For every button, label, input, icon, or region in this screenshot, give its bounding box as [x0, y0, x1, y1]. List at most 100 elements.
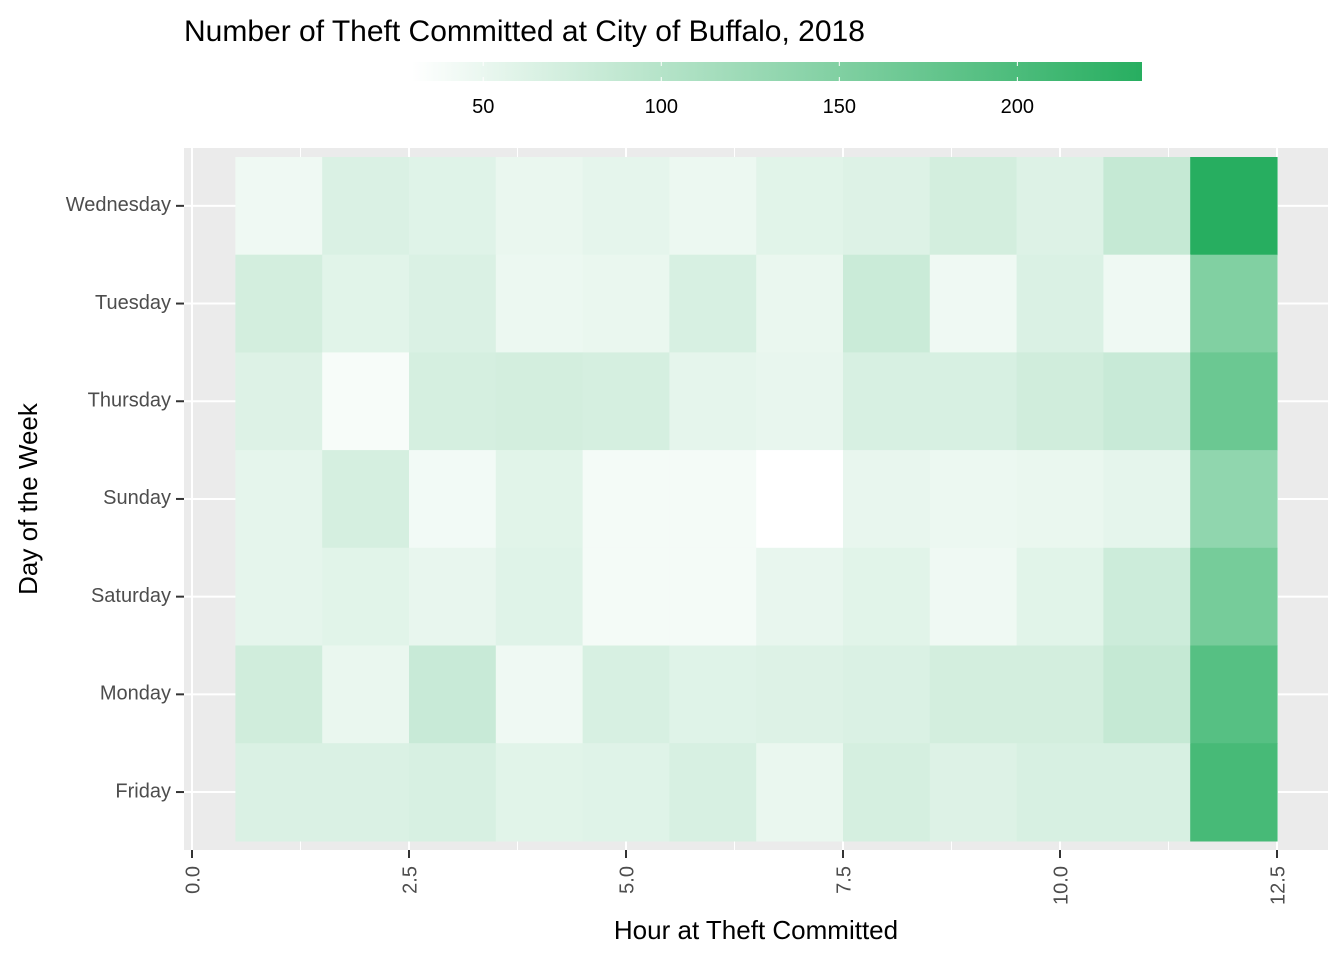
heatmap-cell: [495, 645, 584, 744]
y-tick-label: Friday: [115, 780, 171, 802]
heatmap-cell: [756, 645, 844, 744]
heatmap-cell: [1190, 450, 1278, 549]
heatmap-cell: [235, 254, 323, 353]
heatmap-cell: [843, 450, 931, 549]
heatmap-cell: [409, 645, 497, 744]
legend-label: 150: [823, 96, 856, 118]
heatmap-cell: [1190, 254, 1278, 353]
x-tick-label: 12.5: [1267, 866, 1289, 905]
heatmap-cell: [582, 450, 670, 549]
heatmap-cell: [843, 352, 931, 451]
heatmap-cell: [1190, 645, 1278, 744]
y-tick-label: Thursday: [88, 390, 171, 412]
heatmap-cell: [495, 157, 584, 256]
heatmap-cell: [1103, 450, 1191, 549]
heatmap-cell: [756, 547, 844, 647]
heatmap-cell: [235, 743, 323, 842]
heatmap-cell: [235, 547, 323, 647]
heatmap-cell: [929, 352, 1018, 451]
heatmap-cell: [843, 645, 931, 744]
heatmap-cells: [235, 157, 1278, 842]
heatmap-cell: [929, 645, 1018, 744]
heatmap-cell: [1103, 547, 1191, 647]
heatmap-cell: [756, 450, 844, 549]
heatmap-cell: [1103, 254, 1191, 353]
heatmap-cell: [1016, 352, 1104, 451]
heatmap-cell: [235, 450, 323, 549]
heatmap-cell: [669, 547, 757, 647]
heatmap-cell: [582, 254, 670, 353]
y-tick-label: Saturday: [91, 585, 171, 607]
x-tick-label: 5.0: [616, 866, 638, 894]
heatmap-cell: [1016, 254, 1104, 353]
heatmap-cell: [1016, 157, 1104, 256]
heatmap-cell: [1190, 157, 1278, 256]
y-axis-title: Day of the Week: [13, 402, 43, 595]
heatmap-cell: [495, 743, 584, 842]
y-tick-label: Wednesday: [66, 194, 171, 216]
legend-label: 100: [645, 96, 678, 118]
x-axis: 0.0 2.5 5.0 7.5 10.0 12.5: [182, 850, 1289, 905]
chart-title: Number of Theft Committed at City of Buf…: [184, 15, 865, 48]
heatmap-cell: [495, 254, 584, 353]
heatmap-cell: [409, 547, 497, 647]
x-tick-label: 7.5: [833, 866, 855, 894]
heatmap-cell: [1016, 645, 1104, 744]
heatmap-cell: [1190, 743, 1278, 842]
heatmap-cell: [929, 254, 1018, 353]
heatmap-cell: [669, 157, 757, 256]
x-tick-label: 0.0: [182, 866, 204, 894]
heatmap-cell: [669, 743, 757, 842]
color-legend: 50 100 150 200: [412, 62, 1142, 118]
heatmap-cell: [322, 645, 410, 744]
heatmap-cell: [929, 157, 1018, 256]
heatmap-cell: [756, 254, 844, 353]
heatmap-cell: [582, 743, 670, 842]
heatmap-cell: [409, 254, 497, 353]
heatmap-cell: [235, 352, 323, 451]
heatmap-cell: [669, 450, 757, 549]
heatmap-cell: [322, 254, 410, 353]
heatmap-cell: [322, 157, 410, 256]
heatmap-cell: [1103, 157, 1191, 256]
heatmap-cell: [756, 157, 844, 256]
legend-label: 50: [472, 96, 494, 118]
heatmap-cell: [235, 645, 323, 744]
heatmap-cell: [582, 352, 670, 451]
heatmap-cell: [843, 743, 931, 842]
heatmap-cell: [669, 645, 757, 744]
legend-label: 200: [1001, 96, 1034, 118]
heatmap-cell: [409, 743, 497, 842]
heatmap-cell: [409, 157, 497, 256]
heatmap-cell: [1016, 450, 1104, 549]
heatmap-cell: [235, 157, 323, 256]
heatmap-cell: [322, 547, 410, 647]
heatmap-cell: [322, 743, 410, 842]
heatmap-cell: [322, 352, 410, 451]
heatmap-cell: [495, 450, 584, 549]
heatmap-cell: [1016, 547, 1104, 647]
heatmap-cell: [1103, 743, 1191, 842]
heatmap-cell: [1190, 547, 1278, 647]
heatmap-cell: [669, 254, 757, 353]
legend-colorbar: [412, 62, 1142, 81]
heatmap-cell: [843, 254, 931, 353]
heatmap-cell: [582, 645, 670, 744]
heatmap-cell: [756, 352, 844, 451]
y-tick-label: Tuesday: [95, 292, 171, 314]
heatmap-cell: [1103, 352, 1191, 451]
y-tick-label: Sunday: [103, 487, 171, 509]
heatmap-cell: [409, 450, 497, 549]
heatmap-cell: [582, 547, 670, 647]
heatmap-cell: [843, 547, 931, 647]
heatmap-cell: [1016, 743, 1104, 842]
heatmap-cell: [409, 352, 497, 451]
x-tick-label: 2.5: [399, 866, 421, 894]
heatmap-cell: [495, 547, 584, 647]
heatmap-cell: [495, 352, 584, 451]
x-axis-title: Hour at Theft Committed: [614, 915, 898, 945]
heatmap-cell: [756, 743, 844, 842]
heatmap-cell: [1103, 645, 1191, 744]
heatmap-cell: [1190, 352, 1278, 451]
